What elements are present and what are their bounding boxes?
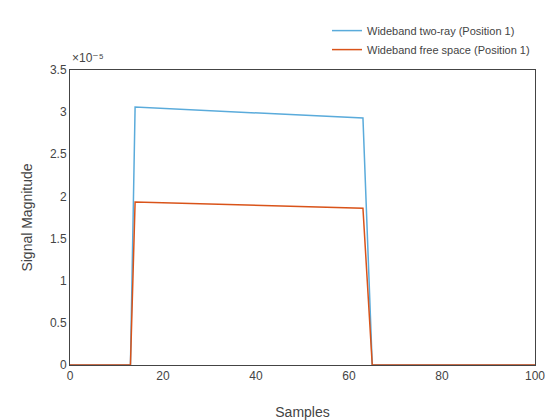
svg-text:Signal Magnitude: Signal Magnitude: [19, 163, 35, 271]
svg-text:3: 3: [60, 105, 67, 119]
svg-text:60: 60: [342, 369, 356, 383]
svg-text:2: 2: [60, 190, 67, 204]
svg-text:40: 40: [249, 369, 263, 383]
svg-text:2.5: 2.5: [50, 147, 67, 161]
svg-text:Wideband free space (Position: Wideband free space (Position 1): [367, 44, 530, 56]
svg-text:20: 20: [156, 369, 170, 383]
svg-text:1.5: 1.5: [50, 232, 67, 246]
svg-text:80: 80: [435, 369, 449, 383]
svg-text:Samples: Samples: [275, 404, 329, 420]
svg-text:0.5: 0.5: [50, 316, 67, 330]
svg-text:0: 0: [60, 358, 67, 372]
svg-text:1: 1: [60, 274, 67, 288]
svg-text:3.5: 3.5: [50, 63, 67, 77]
svg-text:100: 100: [525, 369, 545, 383]
svg-text:Wideband two-ray (Position 1): Wideband two-ray (Position 1): [367, 25, 514, 37]
svg-text:×10⁻⁵: ×10⁻⁵: [72, 51, 104, 65]
svg-text:0: 0: [67, 369, 74, 383]
